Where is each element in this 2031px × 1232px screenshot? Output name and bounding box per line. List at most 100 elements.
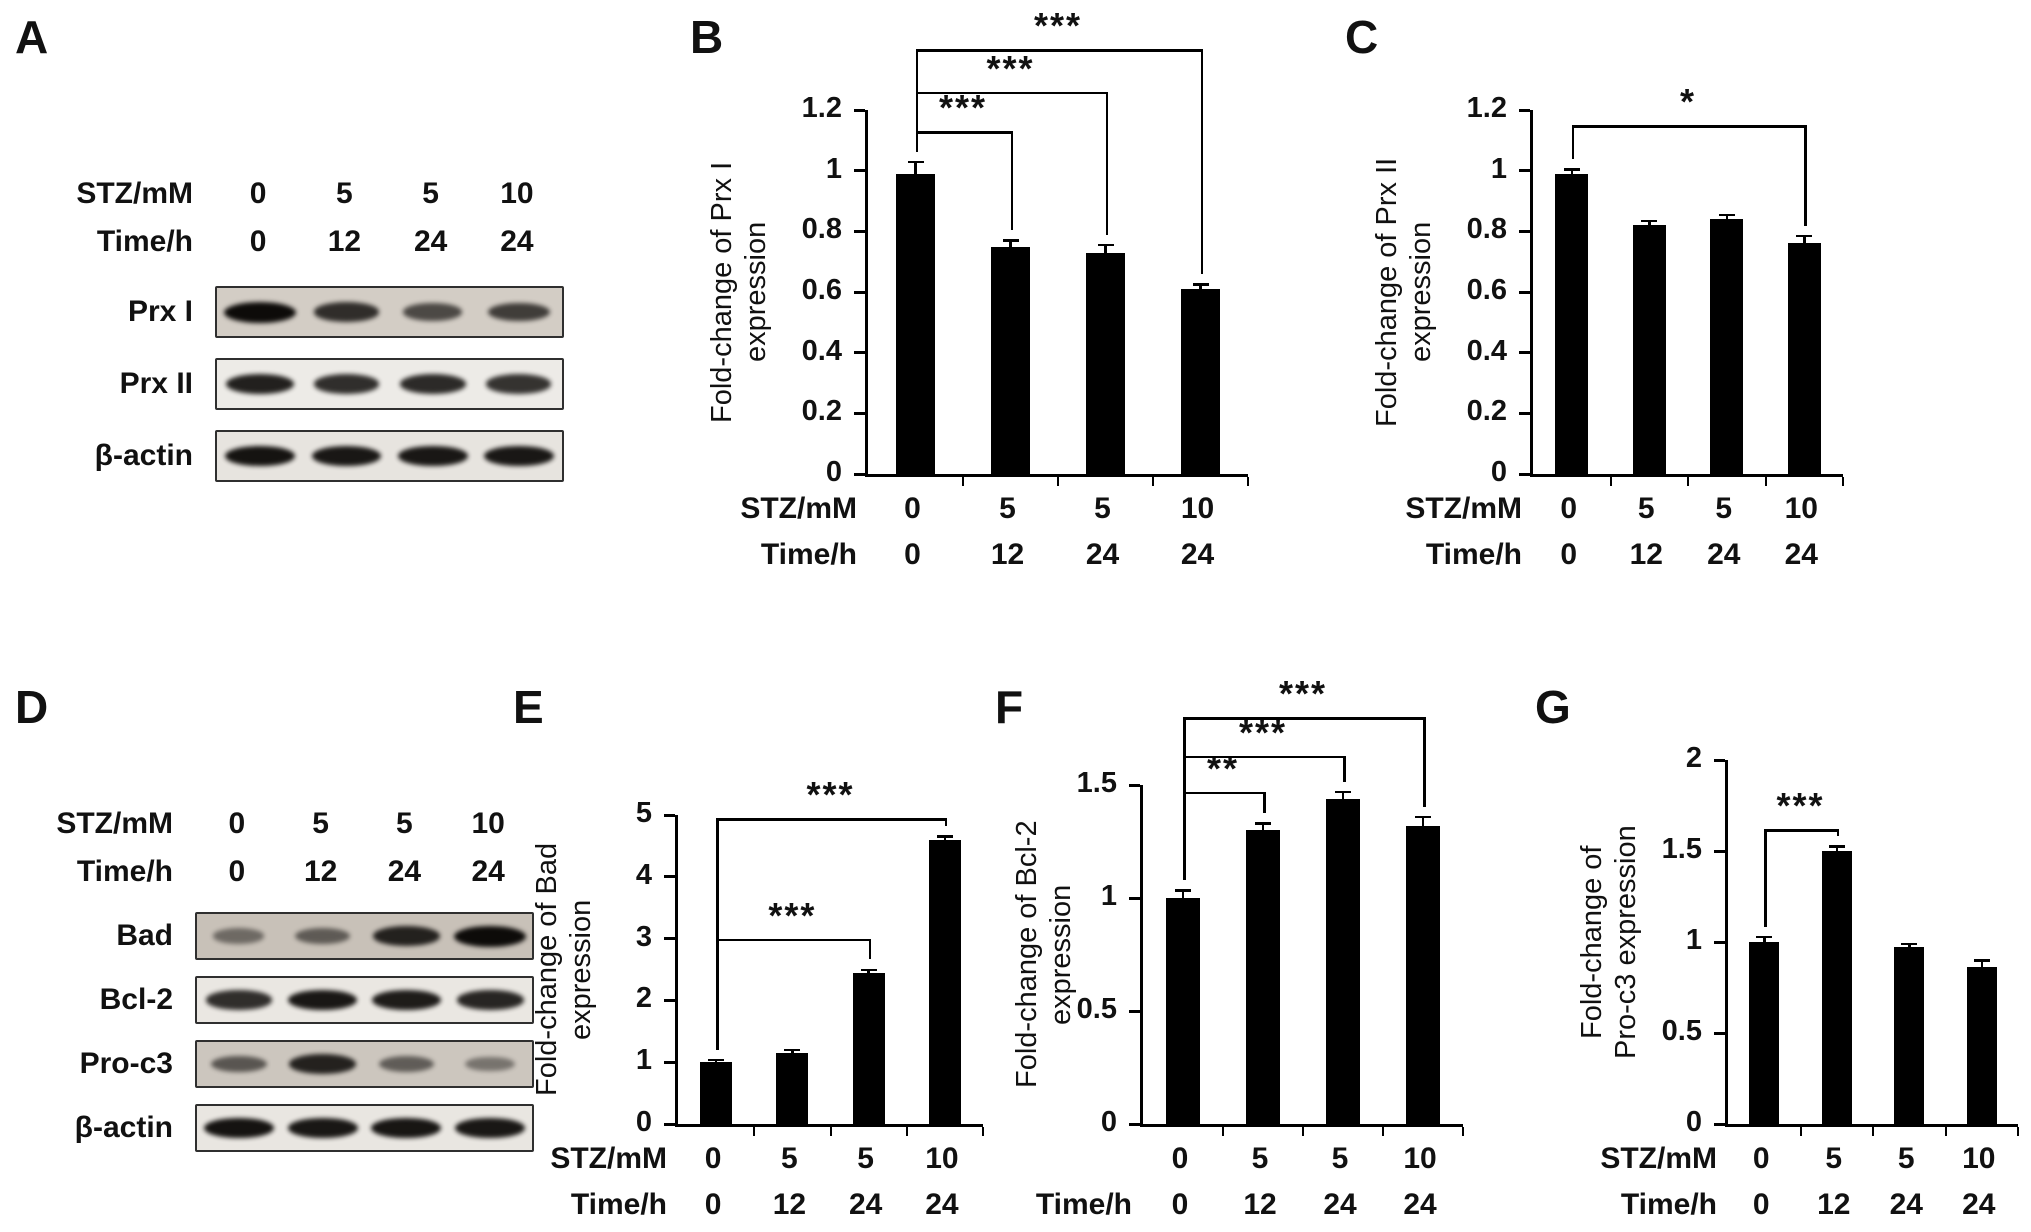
x-tick-mark (962, 477, 964, 486)
lane-header-value: 10 (471, 807, 505, 840)
x-axis-value: 5 (1897, 1142, 1915, 1175)
error-bar (1261, 823, 1265, 833)
significance-stars: *** (768, 894, 817, 936)
protein-band (213, 928, 265, 944)
x-axis-value: 5 (999, 492, 1016, 525)
error-bar-cap (1756, 935, 1773, 939)
x-tick-mark (1687, 477, 1689, 486)
error-bar-cap (860, 968, 877, 971)
bar (1632, 225, 1666, 474)
y-tick-label: 0 (1100, 1106, 1117, 1138)
blot-lane (281, 914, 365, 958)
protein-band (206, 990, 272, 1010)
protein-band (224, 445, 296, 467)
y-tick-label: 0 (635, 1106, 652, 1138)
bar (776, 1052, 809, 1124)
protein-band (287, 1117, 358, 1139)
panel-d-letter: D (15, 681, 49, 733)
x-axis-value: 5 (781, 1142, 798, 1175)
y-tick-label: 2 (1685, 742, 1702, 774)
error-bar-cap (907, 160, 924, 164)
significance-bracket-leg (915, 49, 918, 152)
protein-band (203, 1117, 275, 1139)
x-axis-value: 12 (772, 1188, 807, 1221)
error-bar (791, 1049, 794, 1055)
significance-bracket-leg (944, 818, 948, 826)
y-tick-label: 1 (1490, 152, 1507, 185)
error-bar-cap (1641, 219, 1658, 223)
y-tick-label: 5 (635, 797, 652, 829)
error-bar-cap (1002, 239, 1019, 242)
y-tick-mark (1129, 783, 1140, 787)
blot-lane (281, 1042, 365, 1086)
y-tick-mark (854, 108, 865, 112)
blot-lane (390, 432, 476, 480)
panel-d: D STZ/mM 0 5 5 10 Time/h 0 12 24 24 Bad Bcl-2 Pro-c3… (15, 680, 534, 1232)
y-tick-mark (1714, 758, 1725, 762)
blot-band-row: Prx I (23, 286, 564, 338)
y-tick-mark (854, 290, 865, 294)
x-axis-row: STZ/mM 0 5 5 10 (550, 1136, 980, 1182)
error-bar (943, 836, 947, 842)
y-tick-mark (1519, 169, 1530, 173)
y-axis-title-line: Fold-change of Bad (531, 842, 563, 1097)
lane-header-value: 0 (228, 855, 246, 888)
protein-band (371, 1117, 442, 1139)
lane-header-value: 24 (471, 855, 505, 888)
blot-lane (197, 978, 281, 1022)
y-tick-label: 0.2 (801, 395, 842, 428)
y-tick-label: 0.6 (801, 274, 842, 306)
lane-header-value: 5 (336, 177, 353, 210)
significance-stars: *** (1278, 673, 1328, 715)
blot-lane (476, 288, 562, 336)
y-tick-mark (664, 937, 675, 941)
protein-band (454, 925, 527, 947)
y-axis-title-line: expression (1405, 221, 1437, 363)
panel-f-letter: F (995, 681, 1024, 733)
x-axis-row: Time/h 0 12 24 24 (1426, 532, 1840, 578)
x-tick-mark (1872, 1127, 1874, 1136)
lane-header-values: 0 12 24 24 (195, 855, 530, 889)
x-axis-row: Time/h 0 12 24 24 (1621, 1182, 2015, 1228)
blot-band-row: Bcl-2 (23, 976, 534, 1024)
blot-lane (448, 914, 532, 958)
protein-band (224, 301, 297, 323)
blot-band-row: β-actin (23, 430, 564, 482)
protein-band (456, 990, 524, 1010)
bar (1246, 830, 1280, 1124)
x-axis-value: 0 (1171, 1188, 1189, 1221)
blot-lane (476, 360, 562, 408)
x-axis-value: 5 (1715, 492, 1733, 525)
panel-g-letter: G (1535, 681, 1571, 733)
x-axis-value: 5 (1825, 1142, 1843, 1175)
significance-bracket-leg (868, 938, 872, 960)
x-axis-value: 0 (904, 492, 921, 525)
y-tick-mark (854, 229, 865, 233)
y-tick-mark (1129, 1122, 1140, 1126)
x-axis-row: STZ/mM 0 5 5 10 (740, 486, 1245, 532)
y-tick-label: 1 (1685, 924, 1702, 956)
significance-bracket-leg (1200, 49, 1203, 275)
x-axis-row: Time/h 0 12 24 24 (761, 532, 1245, 578)
significance-bracket-line (915, 131, 1011, 134)
x-axis-row-label: Time/h (1035, 1188, 1132, 1221)
lane-header-value: 12 (303, 855, 338, 888)
x-tick-mark (1799, 1127, 1802, 1136)
significance-bracket-leg (1804, 125, 1807, 226)
significance-bracket-leg (1764, 829, 1767, 927)
lane-header-values: 0 12 24 24 (215, 225, 560, 259)
protein-band (289, 1054, 357, 1074)
error-bar (1763, 936, 1766, 944)
panel-d-western-blot: STZ/mM 0 5 5 10 Time/h 0 12 24 24 Bad Bcl-2 Pro-c3 β-… (23, 800, 534, 1152)
x-tick-mark (1764, 477, 1767, 486)
blot-strip (195, 1040, 534, 1088)
lane-header-label: STZ/mM (76, 177, 193, 210)
y-tick-mark (1714, 940, 1725, 944)
error-bar-cap (1255, 822, 1271, 825)
y-tick-label: 0 (1685, 1106, 1702, 1138)
y-axis-title-line: expression (740, 221, 772, 363)
blot-strip (195, 976, 534, 1024)
blot-band-row: Prx II (23, 358, 564, 410)
error-bar-cap (1563, 168, 1580, 171)
error-bar (1908, 943, 1911, 950)
